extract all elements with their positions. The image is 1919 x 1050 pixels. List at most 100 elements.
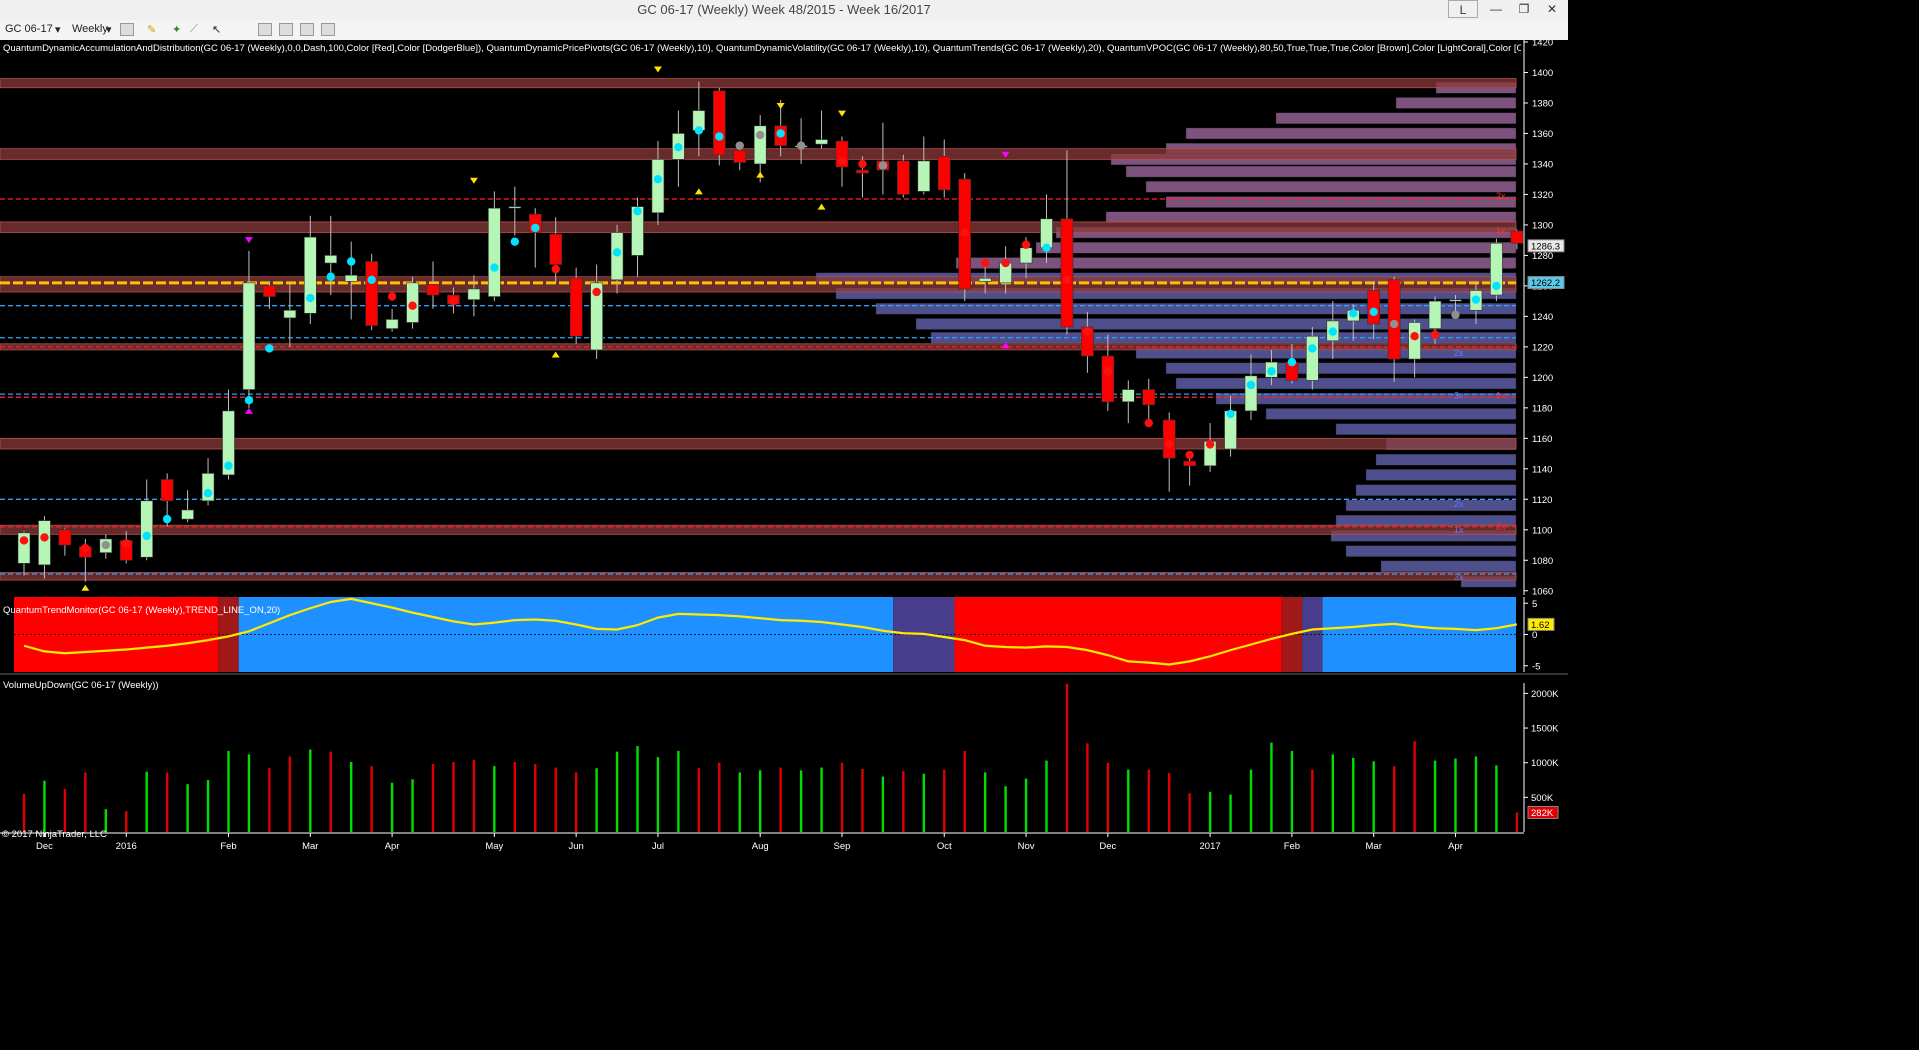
price-candle (344, 241, 358, 320)
pivot-dot (244, 396, 254, 405)
price-candle (917, 136, 931, 195)
vpoc-profile-bar (1380, 560, 1517, 573)
price-tick-label: 1180 (1532, 403, 1552, 414)
pivot-dot (1062, 275, 1072, 284)
instrument-selector[interactable]: GC 06-17 (5, 23, 53, 35)
title-bar: GC 06-17 (Weekly) Week 48/2015 - Week 16… (0, 0, 1568, 21)
volume-bar (472, 759, 476, 832)
volume-bar (63, 789, 67, 832)
candle-body (1490, 242, 1503, 296)
chart-trader-icon[interactable] (279, 23, 293, 36)
volume-bar (513, 762, 516, 832)
vpoc-profile-bar (1355, 484, 1517, 496)
vpoc-profile-bar (1185, 127, 1517, 140)
indicator-icon[interactable]: ✦ (172, 24, 182, 36)
pivot-dot (1185, 450, 1194, 460)
volume-bar (493, 766, 496, 832)
price-tick-label: 1380 (1532, 98, 1553, 109)
volume-bar (1474, 756, 1478, 832)
pivot-dot (347, 257, 356, 266)
pivot-dot (203, 489, 213, 498)
level-tag: 2x (1454, 348, 1464, 358)
minimize-button[interactable]: — (1490, 2, 1502, 16)
time-tick-label: Nov (1018, 841, 1035, 852)
level-tag: 1x (1454, 525, 1464, 535)
price-candle (324, 215, 338, 296)
drawing-tool-icon[interactable]: ✎ (147, 24, 157, 36)
price-tick-label: 1220 (1532, 342, 1553, 353)
period-dropdown-icon[interactable]: ▾ (106, 24, 112, 36)
price-zone (0, 524, 1517, 535)
volume-bar (104, 809, 107, 832)
vpoc-profile-bar (955, 257, 1517, 269)
instrument-dropdown-icon[interactable]: ▾ (55, 24, 61, 36)
pivot-triangle (1001, 342, 1010, 349)
pivot-triangle (694, 188, 703, 195)
vpoc-profile-bar (1365, 469, 1517, 481)
link-button[interactable]: L (1448, 0, 1478, 18)
price-tick-label: 1240 (1532, 312, 1553, 323)
price-candle (140, 479, 153, 561)
price-candle (1408, 319, 1421, 378)
pivot-dot (551, 264, 560, 274)
price-tick-label: 1080 (1532, 556, 1553, 567)
volume-bar (431, 764, 435, 832)
price-axis-background (1524, 40, 1568, 608)
vpoc-profile-bar (1175, 377, 1517, 390)
volume-bar (636, 746, 639, 832)
time-tick-label: Feb (220, 841, 236, 852)
strategy-icon[interactable]: ⟋ (190, 23, 198, 35)
candle-body (426, 284, 440, 296)
level-tag: 2x (1454, 499, 1464, 509)
level-tag: 1x (1496, 391, 1506, 401)
candle-body (1142, 389, 1156, 406)
volume-bar (574, 772, 578, 832)
trend-regime-band (218, 597, 239, 672)
candle-body (140, 500, 153, 558)
volume-bar (922, 773, 925, 832)
pivot-dot (326, 272, 335, 281)
volume-bar (206, 780, 210, 832)
price-candle (467, 275, 481, 317)
candle-body (712, 90, 726, 156)
properties-icon[interactable] (300, 23, 314, 36)
volume-bar (165, 772, 169, 832)
pivot-dot (1349, 309, 1358, 318)
volume-bar (595, 768, 598, 832)
pivot-triangle (551, 351, 560, 358)
period-selector[interactable]: Weekly (72, 23, 108, 35)
pivot-dot (510, 237, 519, 246)
candle-body (38, 520, 51, 566)
cursor-icon[interactable]: ↖ (212, 24, 222, 36)
chart-canvas[interactable]: 2x 3x 2x 1x 3x 2x 1x 1x 2x 1060 1080 1100 1120 1140 11… (0, 40, 1568, 858)
volume-bar (309, 749, 312, 832)
close-button[interactable]: ✕ (1546, 2, 1558, 16)
time-axis-background (0, 833, 1568, 858)
pivot-dot (1369, 307, 1378, 317)
volume-bar (1433, 760, 1437, 832)
price-candle (897, 154, 910, 198)
candle-body (344, 274, 358, 282)
data-box-icon[interactable] (258, 23, 272, 36)
time-tick-label: Mar (1366, 841, 1382, 852)
candle-body (58, 529, 72, 546)
price-tick-label: 1400 (1532, 68, 1553, 79)
maximize-button[interactable]: ❐ (1518, 2, 1530, 16)
pivot-dot (408, 301, 417, 310)
bar-style-icon[interactable] (120, 23, 134, 36)
price-candle (651, 141, 665, 225)
candle-body (937, 156, 951, 191)
price-candle (1449, 295, 1462, 312)
time-tick-label: Mar (302, 841, 318, 852)
price-candle (937, 139, 951, 198)
template-icon[interactable] (321, 23, 335, 36)
price-zone (0, 276, 1517, 293)
volume-bar (697, 768, 701, 832)
volume-bar (411, 779, 414, 832)
volume-bar (227, 750, 230, 832)
price-candle (1060, 150, 1074, 335)
candle-body (1510, 230, 1524, 244)
price-tick-label: 1100 (1532, 525, 1552, 536)
volume-value-label: 282K (1531, 808, 1554, 819)
time-tick-label: Aug (752, 841, 769, 852)
